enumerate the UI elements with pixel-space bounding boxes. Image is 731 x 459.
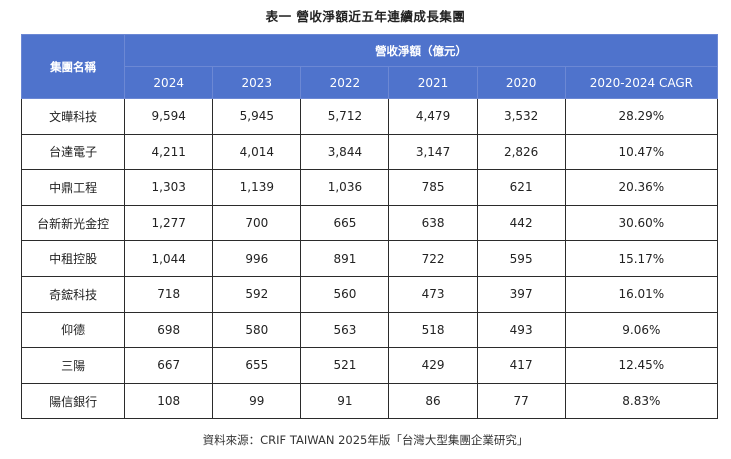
table-row: 奇鋐科技 718 592 560 473 397 16.01% xyxy=(20,275,719,313)
revenue-cell: 4,479 xyxy=(388,98,478,135)
table-row: 陽信銀行 108 99 91 86 77 8.83% xyxy=(20,382,719,420)
table-row: 中鼎工程 1,303 1,139 1,036 785 621 20.36% xyxy=(20,169,719,206)
revenue-cell: 417 xyxy=(476,347,566,384)
revenue-cell: 1,139 xyxy=(212,169,302,206)
table-row: 中租控股 1,044 996 891 722 595 15.17% xyxy=(20,240,719,277)
table-body: 文曄科技 9,594 5,945 5,712 4,479 3,532 28.29% 台達電子 4… xyxy=(20,98,719,420)
revenue-table: 集團名稱 營收淨額（億元） 2024 2023 2022 2021 2020 2… xyxy=(20,34,719,420)
revenue-cell: 3,532 xyxy=(476,98,566,135)
revenue-cell: 655 xyxy=(212,347,302,384)
revenue-cell: 1,277 xyxy=(124,204,214,242)
revenue-cell: 4,211 xyxy=(124,133,214,171)
revenue-cell: 621 xyxy=(476,169,566,206)
revenue-cell: 718 xyxy=(124,275,214,313)
group-name-cell: 三陽 xyxy=(20,347,126,384)
cagr-cell: 12.45% xyxy=(564,347,719,384)
revenue-cell: 2,826 xyxy=(476,133,566,171)
revenue-cell: 5,712 xyxy=(300,98,390,135)
revenue-cell: 700 xyxy=(212,204,302,242)
revenue-cell: 108 xyxy=(124,382,214,420)
revenue-cell: 1,036 xyxy=(300,169,390,206)
revenue-cell: 1,303 xyxy=(124,169,214,206)
group-name-cell: 中鼎工程 xyxy=(20,169,126,206)
cagr-cell: 30.60% xyxy=(564,204,719,242)
revenue-cell: 473 xyxy=(388,275,478,313)
column-header-year: 2020 xyxy=(476,66,566,99)
table-row: 三陽 667 655 521 429 417 12.45% xyxy=(20,347,719,384)
group-name-cell: 台達電子 xyxy=(20,133,126,171)
revenue-cell: 667 xyxy=(124,347,214,384)
cagr-cell: 9.06% xyxy=(564,311,719,349)
column-header-year: 2024 xyxy=(124,66,214,99)
cagr-cell: 8.83% xyxy=(564,382,719,420)
group-name-cell: 奇鋐科技 xyxy=(20,275,126,313)
group-name-cell: 中租控股 xyxy=(20,240,126,277)
revenue-cell: 521 xyxy=(300,347,390,384)
table-title: 表一 營收淨額近五年連續成長集團 xyxy=(265,9,466,24)
revenue-cell: 1,044 xyxy=(124,240,214,277)
revenue-cell: 560 xyxy=(300,275,390,313)
revenue-cell: 518 xyxy=(388,311,478,349)
revenue-cell: 580 xyxy=(212,311,302,349)
cagr-cell: 28.29% xyxy=(564,98,719,135)
column-header-year: 2023 xyxy=(212,66,302,99)
revenue-cell: 397 xyxy=(476,275,566,313)
revenue-cell: 665 xyxy=(300,204,390,242)
revenue-cell: 442 xyxy=(476,204,566,242)
revenue-cell: 91 xyxy=(300,382,390,420)
revenue-cell: 429 xyxy=(388,347,478,384)
column-header-revenue: 營收淨額（億元） xyxy=(124,34,718,67)
column-header-year: 2022 xyxy=(300,66,390,99)
revenue-cell: 722 xyxy=(388,240,478,277)
revenue-cell: 3,147 xyxy=(388,133,478,171)
table-row: 台新新光金控 1,277 700 665 638 442 30.60% xyxy=(20,204,719,242)
group-name-cell: 陽信銀行 xyxy=(20,382,126,420)
column-header-cagr: 2020-2024 CAGR xyxy=(564,66,719,99)
revenue-cell: 563 xyxy=(300,311,390,349)
table-row: 台達電子 4,211 4,014 3,844 3,147 2,826 10.47% xyxy=(20,133,719,171)
group-name-cell: 文曄科技 xyxy=(20,98,126,135)
revenue-cell: 493 xyxy=(476,311,566,349)
revenue-cell: 99 xyxy=(212,382,302,420)
revenue-cell: 3,844 xyxy=(300,133,390,171)
group-name-cell: 仰德 xyxy=(20,311,126,349)
revenue-cell: 996 xyxy=(212,240,302,277)
revenue-cell: 86 xyxy=(388,382,478,420)
column-header-year: 2021 xyxy=(388,66,478,99)
table-row: 仰德 698 580 563 518 493 9.06% xyxy=(20,311,719,349)
cagr-cell: 15.17% xyxy=(564,240,719,277)
group-name-cell: 台新新光金控 xyxy=(20,204,126,242)
revenue-cell: 891 xyxy=(300,240,390,277)
revenue-cell: 595 xyxy=(476,240,566,277)
source-note: 資料來源：CRIF TAIWAN 2025年版「台灣大型集團企業研究」 xyxy=(202,433,529,447)
revenue-cell: 5,945 xyxy=(212,98,302,135)
revenue-cell: 592 xyxy=(212,275,302,313)
revenue-cell: 638 xyxy=(388,204,478,242)
table-row: 文曄科技 9,594 5,945 5,712 4,479 3,532 28.29% xyxy=(20,98,719,135)
revenue-cell: 4,014 xyxy=(212,133,302,171)
revenue-cell: 77 xyxy=(476,382,566,420)
cagr-cell: 16.01% xyxy=(564,275,719,313)
cagr-cell: 10.47% xyxy=(564,133,719,171)
revenue-cell: 785 xyxy=(388,169,478,206)
cagr-cell: 20.36% xyxy=(564,169,719,206)
revenue-cell: 698 xyxy=(124,311,214,349)
column-header-group-name: 集團名稱 xyxy=(20,34,126,99)
revenue-cell: 9,594 xyxy=(124,98,214,135)
